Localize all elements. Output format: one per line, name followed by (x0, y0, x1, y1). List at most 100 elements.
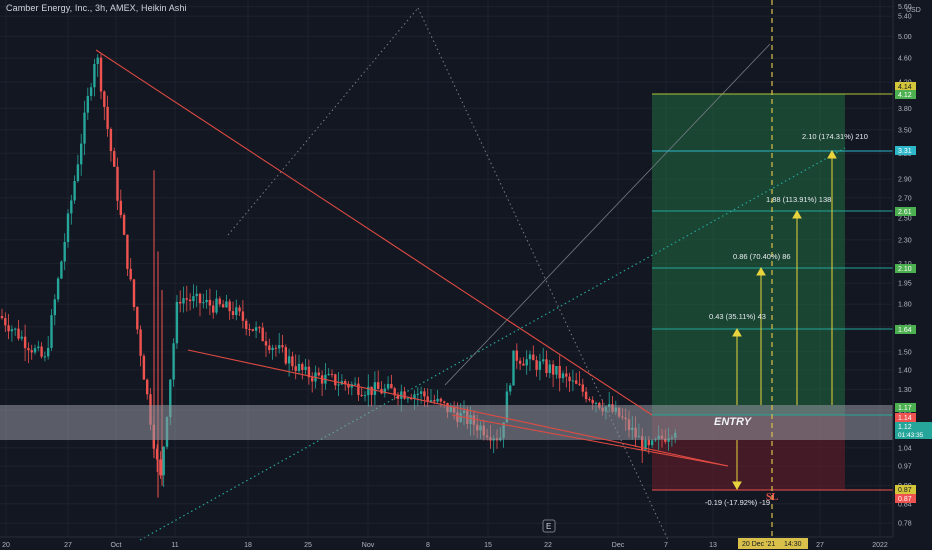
candle-body (116, 166, 119, 201)
upper-wedge-line (187, 349, 729, 467)
candle-body (231, 311, 235, 316)
candle-body (188, 299, 192, 302)
candle-body (542, 359, 545, 362)
candle-body (142, 355, 146, 380)
crosshair-date: 20 Dec '21 (742, 541, 775, 548)
candle-body (509, 385, 512, 392)
badge-countdown: 01:43:35 (898, 432, 924, 439)
candle-body (264, 341, 268, 346)
time-tick-label: 27 (816, 542, 824, 549)
candle-body (175, 301, 179, 344)
candle-body (43, 356, 47, 358)
candle-body (284, 347, 287, 364)
badge-0-87-a: 0.87 (898, 487, 912, 494)
badge-1-64: 1.64 (898, 327, 912, 334)
candle-body (390, 383, 393, 389)
badge-2-61: 2.61 (898, 209, 912, 216)
price-tick-label: 5.00 (898, 34, 912, 41)
candle-body (268, 345, 271, 351)
price-tick-label: 4.60 (898, 56, 912, 63)
candle-body (208, 299, 212, 306)
price-tick-label: 3.50 (898, 127, 912, 134)
candle-body (443, 401, 446, 403)
candle-body (248, 328, 251, 330)
candle-body (139, 329, 142, 356)
candle-body (373, 382, 377, 395)
candle-body (528, 354, 532, 360)
candle-body (155, 448, 159, 460)
candle-body (93, 64, 96, 88)
candle-body (522, 363, 525, 366)
candle-body (146, 379, 149, 395)
candle-body (393, 388, 396, 396)
candle-body (667, 438, 670, 442)
candle-body (419, 391, 423, 394)
time-tick-label: 20 (2, 542, 10, 549)
entry-label: ENTRY (714, 416, 753, 428)
scale-button[interactable]: E (542, 519, 556, 533)
candle-body (664, 438, 667, 442)
candle-body (429, 400, 433, 402)
candle-body (301, 363, 304, 370)
candle-body (103, 91, 106, 107)
candle-body (568, 376, 571, 382)
candle-body (261, 327, 264, 342)
price-tick-label: 0.97 (898, 464, 912, 471)
candle-body (406, 398, 410, 400)
candle-body (538, 361, 542, 370)
time-tick-label: 11 (171, 542, 178, 549)
candle-body (245, 320, 248, 329)
candle-body (532, 354, 535, 361)
time-axis[interactable]: 20 27 Oct 11 18 25 Nov 8 15 22 Dec 7 13 27 2022 (2, 542, 888, 549)
price-tick-label: 0.84 (898, 501, 912, 508)
candle-body (377, 382, 380, 390)
candle-body (311, 377, 314, 382)
price-tick-label: 0.78 (898, 521, 912, 528)
candle-body (0, 315, 4, 319)
candle-body (650, 440, 654, 446)
candle-body (515, 350, 518, 361)
price-tick-label: 5.60 (898, 4, 912, 11)
candle-body (73, 181, 76, 201)
candle-body (400, 391, 403, 399)
candle-body (66, 213, 70, 242)
candle-body (27, 348, 30, 351)
badge-4-14: 4.14 (898, 84, 912, 91)
candle-body (561, 373, 565, 379)
candle-body (294, 366, 297, 371)
candle-body (136, 306, 139, 330)
price-tick-label: 2.70 (898, 195, 912, 202)
candle-body (162, 446, 165, 476)
candle-body (122, 215, 126, 235)
candle-body (304, 366, 307, 370)
candle-body (119, 200, 122, 216)
candle-body (23, 336, 27, 349)
candle-body (281, 345, 284, 348)
candle-body (426, 396, 429, 402)
target-label-3: 1.88 (113.91%) 138 (766, 195, 831, 204)
candle-body (330, 373, 334, 375)
stop-label: -0.19 (-17.92%) -19 (705, 498, 770, 507)
candle-body (274, 347, 278, 349)
candle-body (416, 393, 419, 395)
candle-body (212, 305, 215, 313)
badge-3-31: 3.31 (898, 148, 912, 155)
candle-body (50, 315, 53, 348)
price-tick-label: 1.04 (898, 445, 912, 452)
candle-body (126, 234, 129, 269)
candle-body (169, 379, 172, 418)
candle-body (159, 459, 162, 476)
candle-body (86, 95, 89, 113)
candle-body (410, 398, 413, 400)
candle-body (132, 279, 136, 307)
candle-body (37, 346, 40, 349)
badge-0-87-b: 0.87 (898, 496, 912, 503)
candle-body (591, 399, 594, 404)
candle-body (47, 347, 50, 357)
candle-body (215, 298, 218, 313)
candle-body (291, 356, 294, 367)
candle-body (396, 395, 400, 399)
price-tick-label: 3.80 (898, 106, 912, 113)
candle-body (565, 373, 568, 377)
